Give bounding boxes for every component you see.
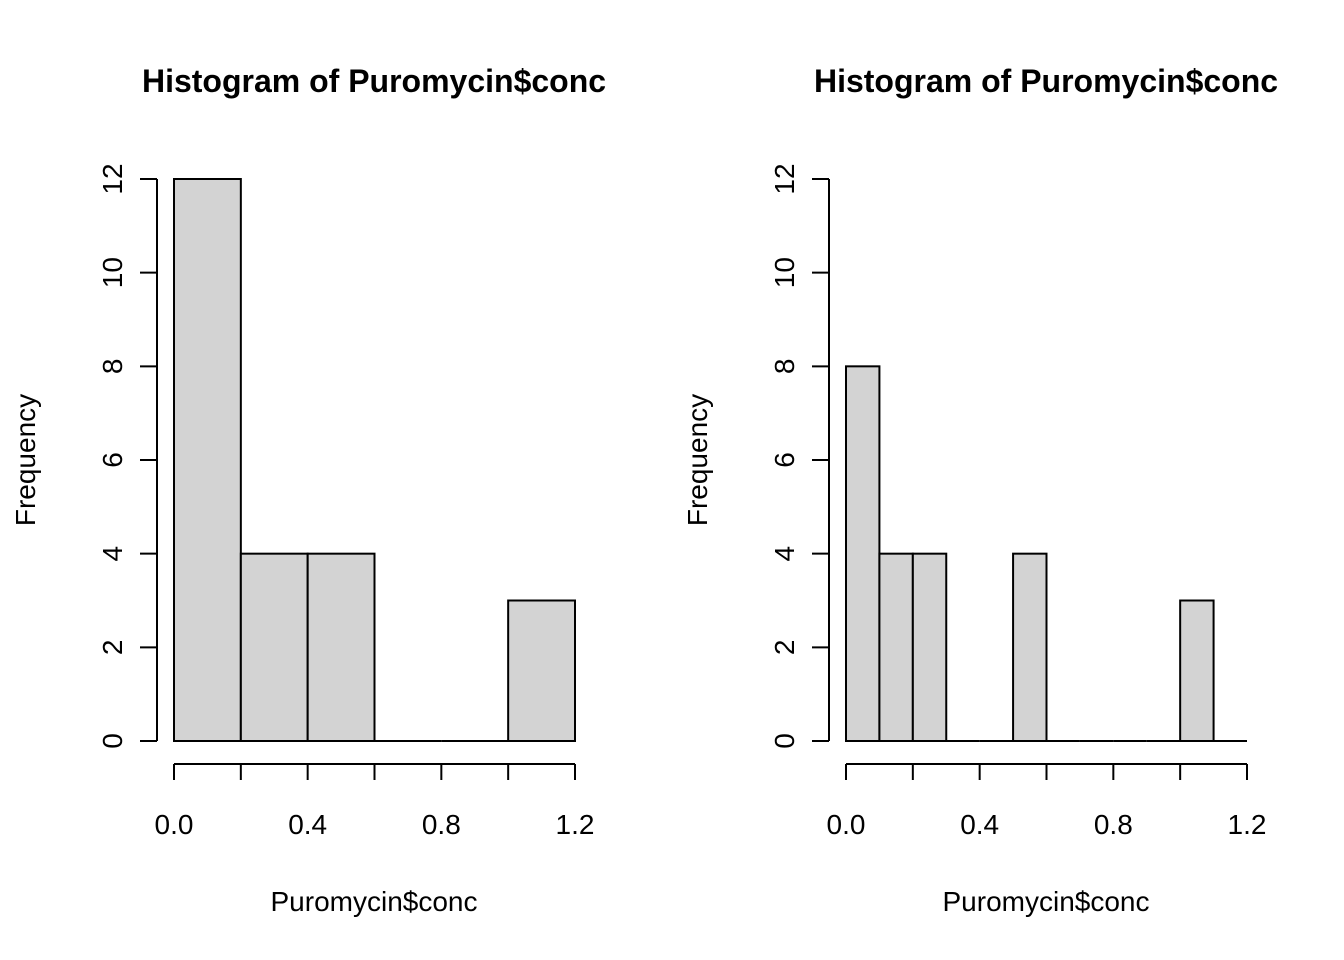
y-tick-label: 8 — [97, 359, 128, 375]
y-tick-label: 8 — [769, 359, 800, 375]
x-axis: 0.0 0.4 0.8 1.2 — [827, 763, 1267, 840]
histogram-bar — [911, 552, 948, 743]
y-tick-label: 0 — [769, 733, 800, 749]
x-tick-label: 0.4 — [288, 809, 327, 840]
histogram-bar — [1012, 552, 1048, 743]
histogram-bar — [507, 599, 576, 742]
bars — [173, 178, 576, 743]
y-axis-label: Frequency — [682, 394, 713, 526]
x-tick-label: 1.2 — [1228, 809, 1267, 840]
bars — [845, 365, 1247, 743]
y-tick-label: 6 — [97, 452, 128, 468]
histogram-bar — [878, 552, 914, 743]
x-axis-label: Puromycin$conc — [271, 886, 478, 917]
chart-title: Histogram of Puromycin$conc — [142, 63, 606, 99]
chart-title: Histogram of Puromycin$conc — [814, 63, 1278, 99]
y-tick-label: 12 — [769, 163, 800, 194]
histogram-bar — [1179, 599, 1215, 742]
histogram-bar — [306, 552, 376, 743]
y-tick-label: 10 — [769, 257, 800, 288]
histogram-bar — [845, 365, 881, 742]
x-axis: 0.0 0.4 0.8 1.2 — [155, 763, 595, 840]
y-tick-label: 2 — [769, 640, 800, 656]
y-axis-label: Frequency — [10, 394, 41, 526]
x-tick-label: 0.0 — [155, 809, 194, 840]
y-tick-label: 0 — [97, 733, 128, 749]
y-tick-label: 4 — [97, 546, 128, 562]
y-tick-label: 2 — [97, 640, 128, 656]
x-tick-label: 0.8 — [1094, 809, 1133, 840]
histogram-panel-2: Histogram of Puromycin$conc Puromycin$co… — [682, 63, 1278, 917]
y-tick-label: 4 — [769, 546, 800, 562]
y-tick-label: 10 — [97, 257, 128, 288]
y-axis: 0 2 4 6 8 10 12 — [769, 163, 830, 749]
y-tick-label: 6 — [769, 452, 800, 468]
x-tick-label: 0.4 — [960, 809, 999, 840]
x-axis-label: Puromycin$conc — [943, 886, 1150, 917]
y-tick-label: 12 — [97, 163, 128, 194]
x-tick-label: 0.0 — [827, 809, 866, 840]
y-axis: 0 2 4 6 8 10 12 — [97, 163, 158, 749]
x-tick-label: 1.2 — [556, 809, 595, 840]
histogram-panel-1: Histogram of Puromycin$conc Puromycin$co… — [10, 63, 606, 917]
x-tick-label: 0.8 — [422, 809, 461, 840]
histogram-bar — [173, 178, 242, 742]
histogram-bar — [239, 552, 309, 743]
